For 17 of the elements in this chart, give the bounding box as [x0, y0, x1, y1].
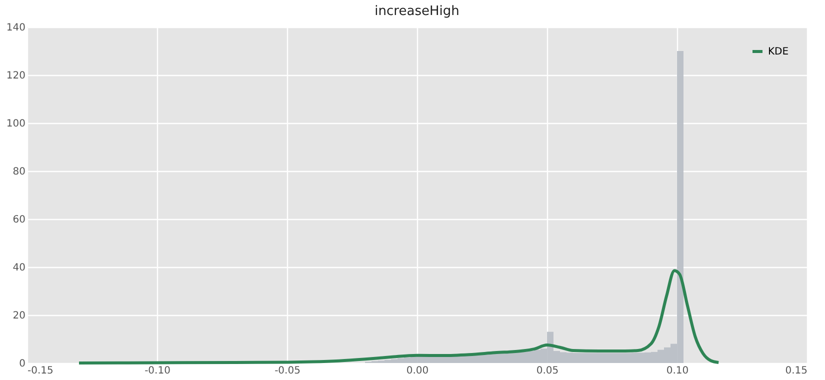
y-tick-label: 0	[19, 358, 26, 370]
x-tick-label: -0.10	[144, 366, 170, 376]
x-tick-label: -0.05	[274, 366, 300, 376]
y-tick-label: 60	[12, 214, 26, 226]
y-tick-label: 20	[12, 310, 26, 322]
y-tick-label: 80	[12, 166, 26, 178]
y-tick-label: 120	[6, 70, 26, 82]
y-tick-label: 100	[6, 118, 26, 130]
x-tick-label: 0.10	[666, 366, 689, 376]
x-tick-label: -0.15	[28, 366, 54, 376]
legend-label: KDE	[768, 46, 789, 58]
chart-title: increaseHigh	[374, 4, 460, 19]
x-tick-label: 0.00	[406, 366, 429, 376]
y-tick-label: 140	[6, 22, 26, 34]
x-tick-label: 0.15	[785, 366, 808, 376]
y-tick-label: 40	[12, 262, 26, 274]
x-tick-label: 0.05	[536, 366, 559, 376]
